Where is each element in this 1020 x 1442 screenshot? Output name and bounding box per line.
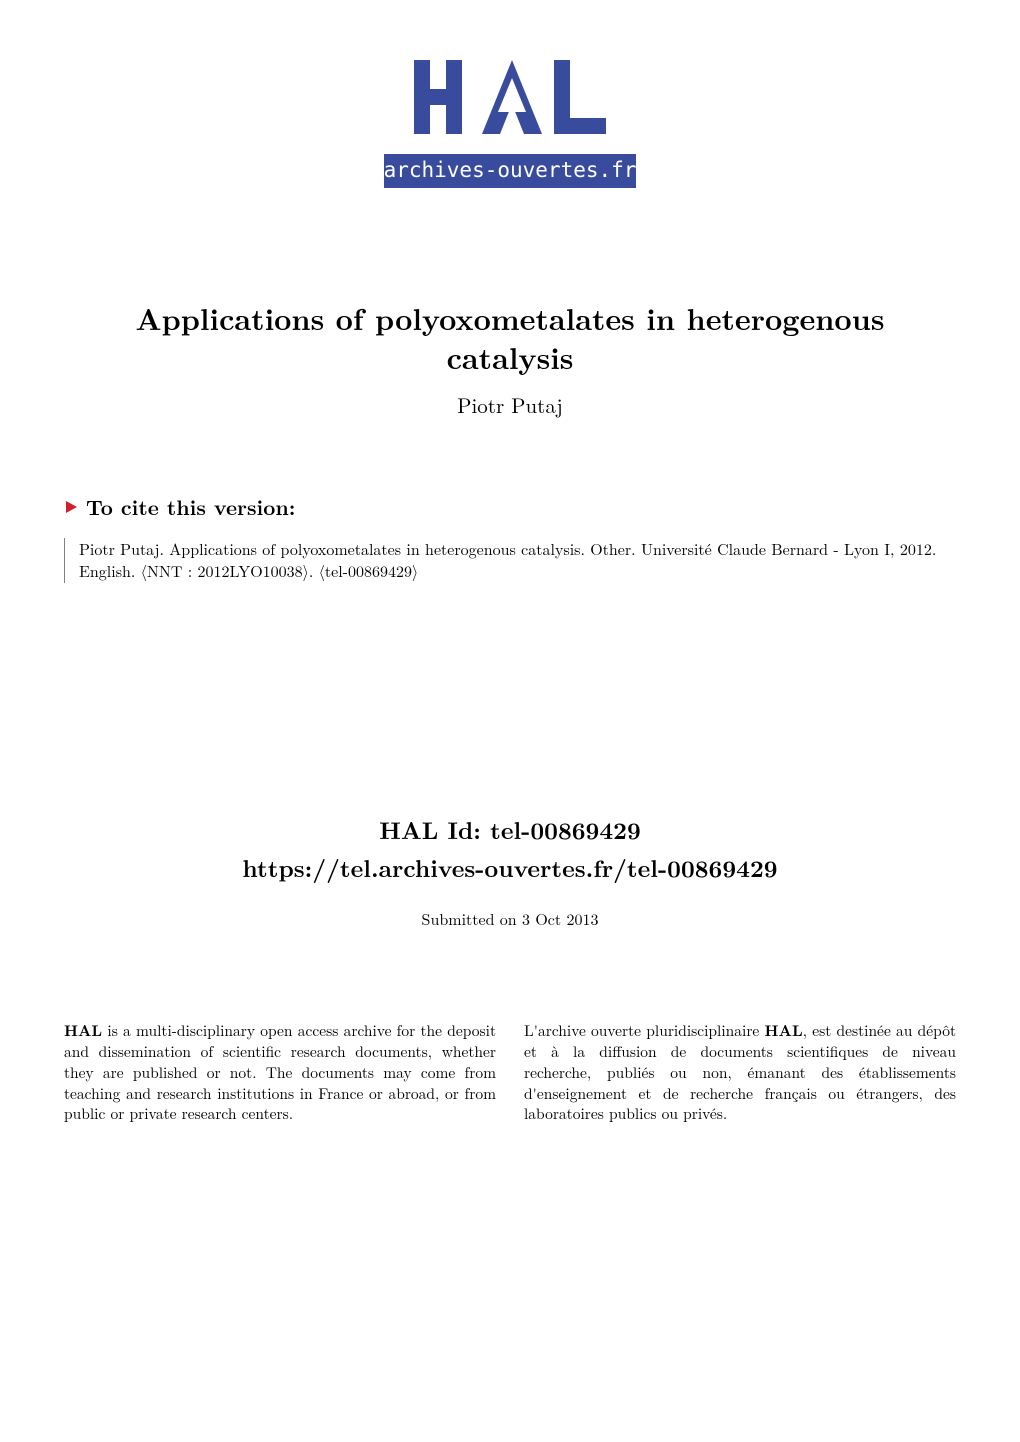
submitted-date: Submitted on 3 Oct 2013 [0, 907, 1020, 930]
bold-token: HAL [765, 1018, 803, 1041]
paper-title-line1: Applications of polyoxometalates in hete… [80, 298, 940, 337]
paper-title-line2: catalysis [80, 337, 940, 376]
play-triangle-icon [64, 500, 78, 514]
hal-logo: archives-ouvertes.fr [384, 60, 636, 188]
cite-heading: To cite this version: [86, 492, 295, 522]
hal-id-section: HAL Id: tel-00869429 https://tel.archive… [0, 813, 1020, 930]
bold-token: HAL [64, 1018, 102, 1041]
description-right: L'archive ouverte pluridisciplinaire HAL… [524, 1020, 956, 1126]
hal-id-label: HAL Id: tel-00869429 [0, 813, 1020, 847]
description-columns: HAL is a multi-disciplinary open access … [0, 1020, 1020, 1126]
citation-text: Piotr Putaj. Applications of polyoxometa… [64, 538, 956, 583]
logo-band-text: archives-ouvertes.fr [384, 158, 636, 182]
title-section: Applications of polyoxometalates in hete… [0, 298, 1020, 420]
logo-container: archives-ouvertes.fr [0, 0, 1020, 188]
cite-heading-row: To cite this version: [64, 492, 956, 522]
hal-id-url[interactable]: https://tel.archives-ouvertes.fr/tel-008… [0, 851, 1020, 885]
author-name: Piotr Putaj [80, 390, 940, 420]
description-left: HAL is a multi-disciplinary open access … [64, 1020, 496, 1126]
cite-section: To cite this version: Piotr Putaj. Appli… [0, 492, 1020, 583]
